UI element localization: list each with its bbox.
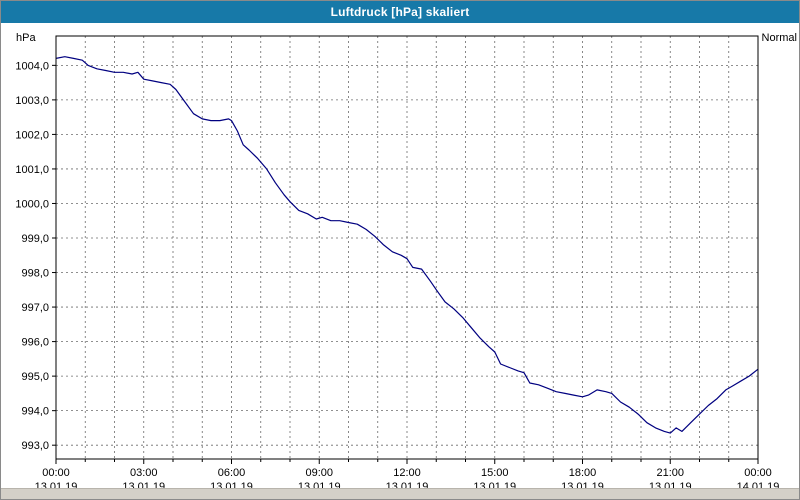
x-tick-time-label: 06:00 xyxy=(218,467,246,479)
x-tick-time-label: 18:00 xyxy=(569,467,597,479)
x-tick-date-label: 13.01.19 xyxy=(386,481,429,489)
y-axis-unit-label: hPa xyxy=(16,32,36,44)
y-tick-label: 998,0 xyxy=(21,268,49,280)
y-tick-label: 995,0 xyxy=(21,371,49,383)
x-tick-time-label: 15:00 xyxy=(481,467,509,479)
x-tick-date-label: 13.01.19 xyxy=(473,481,516,489)
footer-strip xyxy=(1,488,799,499)
chart-area: hPa Normal 1004,0 1003,0 1002,0 1001,0 1000,… xyxy=(1,23,799,489)
y-tick-label: 996,0 xyxy=(21,337,49,349)
y-tick-label: 1000,0 xyxy=(15,198,49,210)
y-tick-label: 993,0 xyxy=(21,440,49,452)
x-tick-time-label: 00:00 xyxy=(42,467,70,479)
plot-border xyxy=(55,35,759,460)
x-tick-date-label: 13.01.19 xyxy=(210,481,253,489)
x-tick-date-label: 13.01.19 xyxy=(122,481,165,489)
y-tick-label: 1004,0 xyxy=(15,60,49,72)
x-tick-time-label: 00:00 xyxy=(744,467,772,479)
window-title: Luftdruck [hPa] skaliert xyxy=(330,5,470,19)
y-tick-label: 1001,0 xyxy=(15,164,49,176)
x-tick-time-label: 21:00 xyxy=(656,467,684,479)
x-tick-time-label: 03:00 xyxy=(130,467,158,479)
y-tick-label: 994,0 xyxy=(21,406,49,418)
y-tick-label: 999,0 xyxy=(21,233,49,245)
x-tick-date-label: 13.01.19 xyxy=(649,481,692,489)
pressure-chart: 1004,0 1003,0 1002,0 1001,0 1000,0 999,0 998,0… xyxy=(15,35,780,489)
legend-series-label: Normal xyxy=(761,32,797,44)
x-tick-date-label: 13.01.19 xyxy=(35,481,78,489)
y-tick-label: 997,0 xyxy=(21,302,49,314)
x-tick-date-label: 13.01.19 xyxy=(561,481,604,489)
y-tick-label: 1003,0 xyxy=(15,95,49,107)
title-bar: Luftdruck [hPa] skaliert xyxy=(1,1,799,23)
x-tick-date-label: 14.01.19 xyxy=(737,481,780,489)
y-tick-label: 1002,0 xyxy=(15,129,49,141)
y-axis-labels: 1004,0 1003,0 1002,0 1001,0 1000,0 999,0 998,0… xyxy=(15,60,49,452)
x-tick-time-label: 12:00 xyxy=(393,467,421,479)
x-axis-labels: 00:00 13.01.19 03:00 13.01.19 06:00 13.01.19 0… xyxy=(35,467,780,489)
x-tick-time-label: 09:00 xyxy=(305,467,333,479)
grid-lines xyxy=(56,36,758,459)
pressure-line xyxy=(55,56,759,434)
x-tick-date-label: 13.01.19 xyxy=(298,481,341,489)
